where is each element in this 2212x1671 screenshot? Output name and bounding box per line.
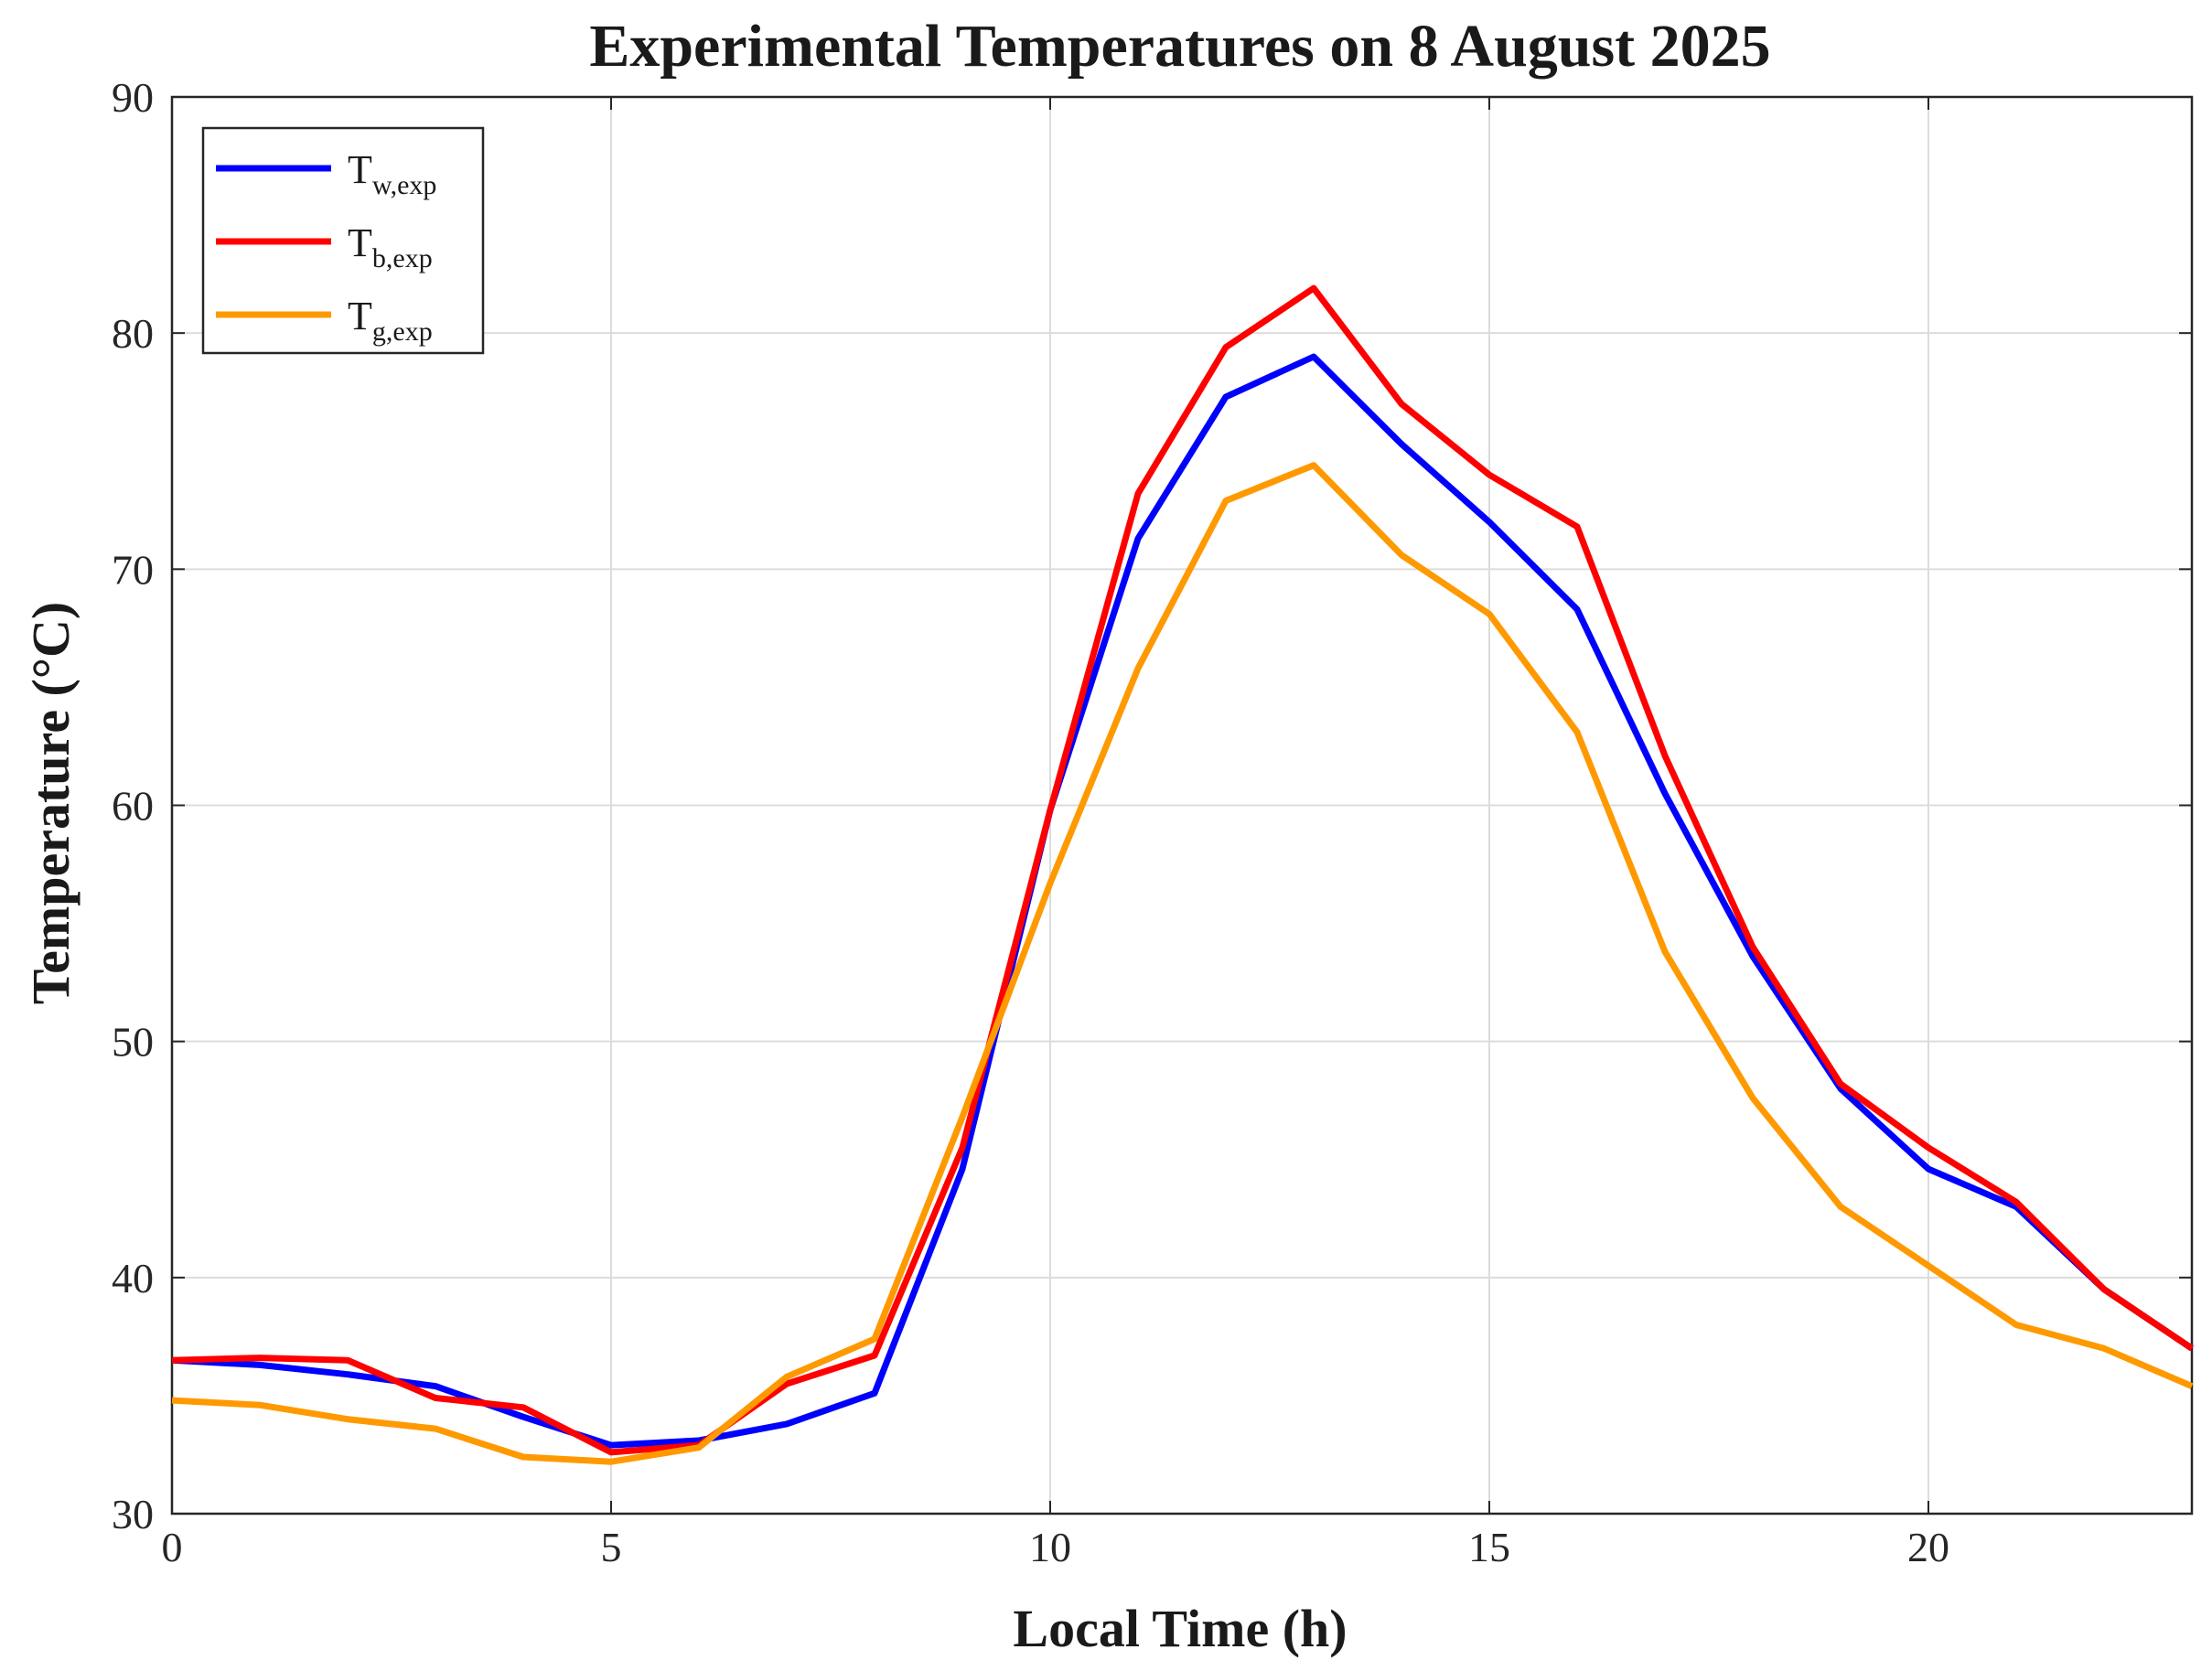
legend-label-main: T xyxy=(348,294,372,338)
legend-label-subscript: w,exp xyxy=(372,170,437,200)
legend-label-subscript: b,exp xyxy=(372,243,433,273)
legend-label-main: T xyxy=(348,147,372,192)
legend-label-subscript: g,exp xyxy=(372,316,433,347)
x-tick-label: 10 xyxy=(1029,1524,1071,1570)
y-tick-label: 80 xyxy=(112,310,154,357)
legend-label: Tw,exp xyxy=(348,147,436,200)
x-axis-label: Local Time (h) xyxy=(1013,1599,1347,1658)
legend-label: Tg,exp xyxy=(348,294,433,347)
legend-label: Tb,exp xyxy=(348,220,433,273)
chart-title: Experimental Temperatures on 8 August 20… xyxy=(589,13,1770,80)
series-line-w-exp xyxy=(171,353,2194,1449)
x-tick-label: 15 xyxy=(1468,1524,1510,1570)
x-tick-label: 20 xyxy=(1907,1524,1949,1570)
y-axis-label: Temperature (°C) xyxy=(21,602,81,1004)
y-tick-label: 70 xyxy=(112,546,154,593)
series-line-b-exp xyxy=(171,284,2194,1456)
y-tick-label: 90 xyxy=(112,74,154,121)
axis-ticks: 0 5 10 15 20 30 40 50 60 70 80 90 xyxy=(112,74,2192,1570)
legend-label-main: T xyxy=(348,220,372,265)
x-tick-label: 5 xyxy=(601,1524,622,1570)
y-tick-label: 40 xyxy=(112,1255,154,1301)
x-tick-label: 0 xyxy=(162,1524,183,1570)
y-tick-label: 60 xyxy=(112,783,154,830)
series-line-g-exp xyxy=(171,462,2194,1465)
y-tick-label: 30 xyxy=(112,1491,154,1537)
series-lines xyxy=(171,284,2194,1465)
y-tick-label: 50 xyxy=(112,1019,154,1066)
